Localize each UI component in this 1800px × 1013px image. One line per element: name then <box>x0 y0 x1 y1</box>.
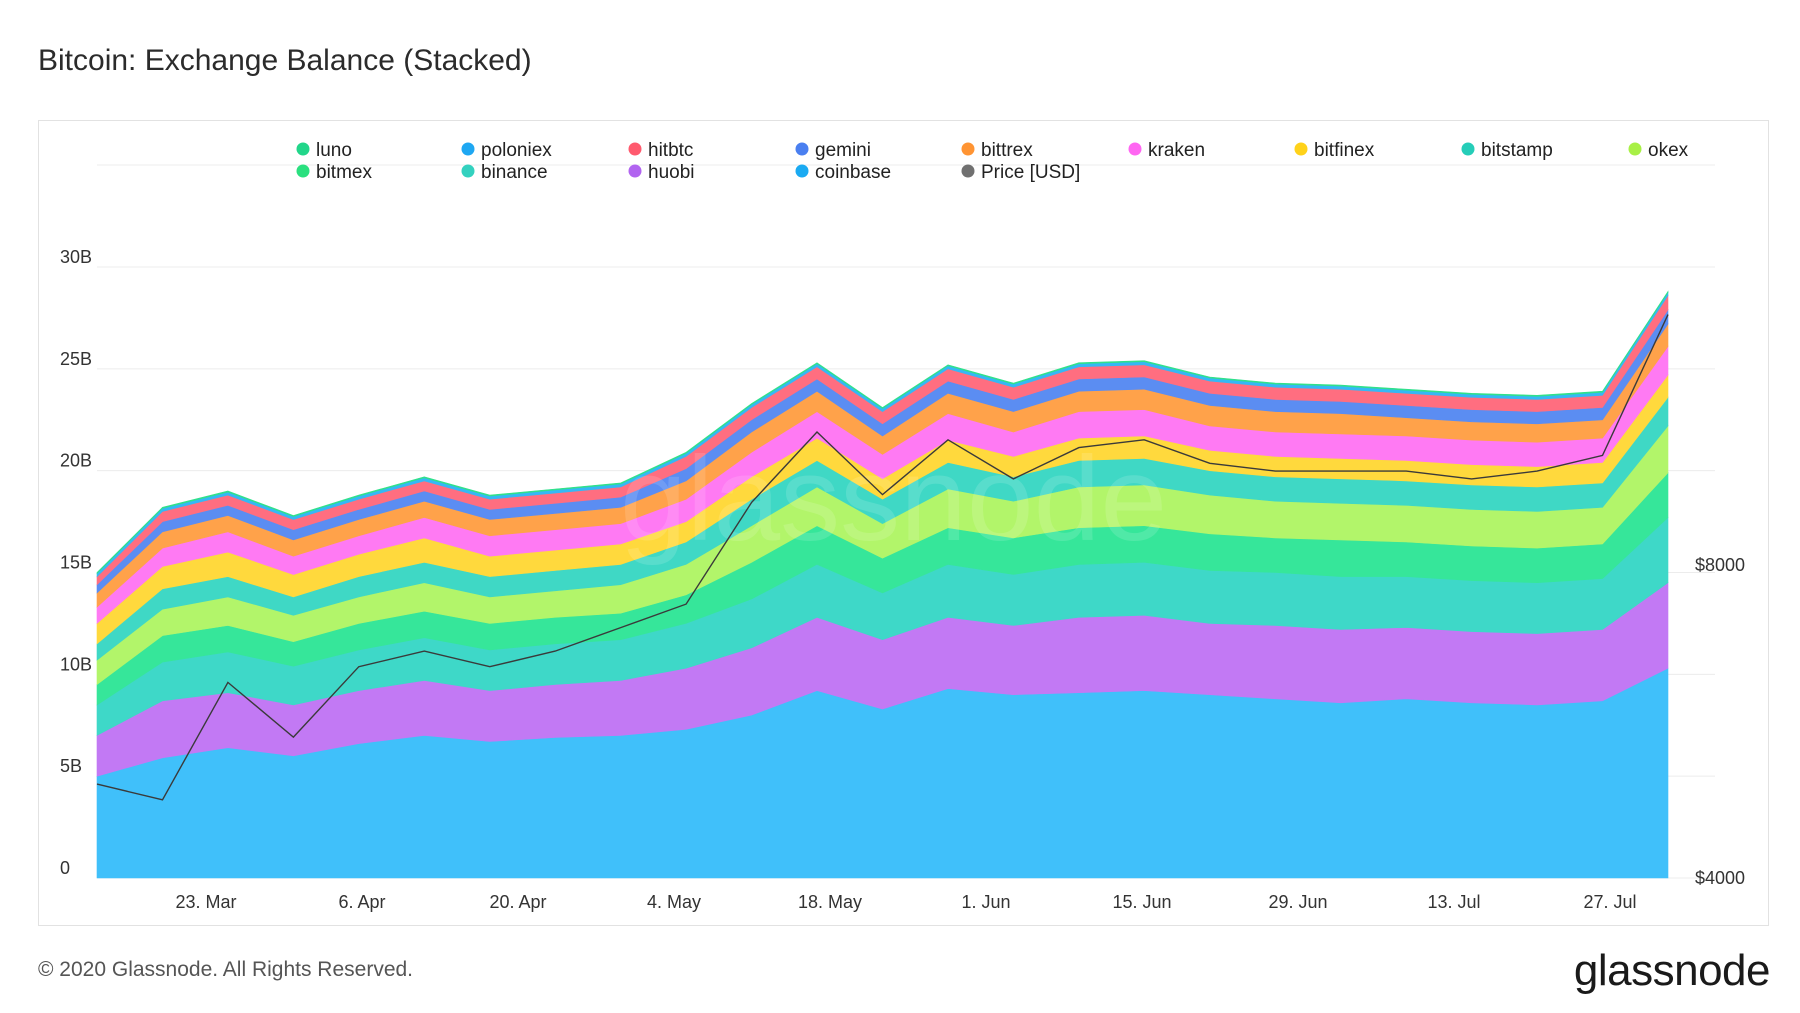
x-tick-label: 6. Apr <box>338 892 385 912</box>
legend-label: okex <box>1648 140 1689 161</box>
legend-item: Price [USD] <box>961 162 1080 183</box>
x-tick-label: 4. May <box>647 892 701 912</box>
glassnode-logo: glassnode <box>1573 946 1771 995</box>
x-tick-label: 13. Jul <box>1427 892 1480 912</box>
legend-dot <box>296 164 310 178</box>
chart-frame <box>38 120 1769 926</box>
legend-item: coinbase <box>795 162 891 183</box>
legend-dot <box>461 164 475 178</box>
legend-label: bitfinex <box>1314 140 1375 161</box>
legend-item: binance <box>461 162 548 183</box>
legend-item: bitstamp <box>1461 140 1553 161</box>
legend-label: gemini <box>815 140 871 161</box>
legend-dot <box>1461 142 1475 156</box>
y-axis-right: $4000 $8000 <box>1695 555 1745 888</box>
x-axis: 23. Mar 6. Apr 20. Apr 4. May 18. May 1. Jun 1… <box>175 892 1636 912</box>
legend-label: binance <box>481 162 548 183</box>
y-right-tick-label: $4000 <box>1695 868 1745 888</box>
legend-dot <box>628 164 642 178</box>
legend-label: luno <box>316 140 352 161</box>
x-tick-label: 27. Jul <box>1583 892 1636 912</box>
y-tick-label: 25B <box>60 349 92 369</box>
legend-item: poloniex <box>461 140 552 161</box>
copyright-footer: © 2020 Glassnode. All Rights Reserved. <box>38 958 414 981</box>
watermark: glassnode <box>620 432 1167 566</box>
x-tick-label: 20. Apr <box>489 892 546 912</box>
page-title: Bitcoin: Exchange Balance (Stacked) <box>38 44 532 77</box>
legend-label: Price [USD] <box>981 162 1080 183</box>
legend-item: okex <box>1628 140 1689 161</box>
legend-label: kraken <box>1148 140 1205 161</box>
x-tick-label: 1. Jun <box>961 892 1010 912</box>
x-tick-label: 15. Jun <box>1112 892 1171 912</box>
legend-item: huobi <box>628 162 695 183</box>
x-tick-label: 29. Jun <box>1268 892 1327 912</box>
legend-label: huobi <box>648 162 695 183</box>
legend-dot <box>461 142 475 156</box>
legend-item: kraken <box>1128 140 1205 161</box>
area-luno <box>96 290 1669 575</box>
y-tick-label: 15B <box>60 553 92 573</box>
y-axis-left: 0 5B 10B 15B 20B 25B 30B <box>60 247 92 878</box>
stacked-areas <box>96 290 1669 879</box>
legend-dot <box>795 164 809 178</box>
legend-item: gemini <box>795 140 871 161</box>
legend-dot <box>795 142 809 156</box>
legend-dot <box>1294 142 1308 156</box>
legend-dot <box>628 142 642 156</box>
legend-dot <box>296 142 310 156</box>
y-tick-label: 20B <box>60 451 92 471</box>
price-line <box>96 314 1669 801</box>
y-right-tick-label: $8000 <box>1695 555 1745 575</box>
y-tick-label: 10B <box>60 654 92 674</box>
price-line-group <box>96 314 1669 801</box>
legend-dot <box>1128 142 1142 156</box>
legend-label: bitstamp <box>1481 140 1553 161</box>
legend-dot <box>961 164 975 178</box>
x-tick-label: 18. May <box>798 892 862 912</box>
legend-item: luno <box>296 140 352 161</box>
legend-label: hitbtc <box>648 140 693 161</box>
y-tick-label: 30B <box>60 247 92 267</box>
x-tick-label: 23. Mar <box>175 892 236 912</box>
legend-item: bitfinex <box>1294 140 1375 161</box>
y-tick-label: 5B <box>60 756 82 776</box>
legend-label: bitmex <box>316 162 372 183</box>
legend-dot <box>1628 142 1642 156</box>
legend-item: bitmex <box>296 162 372 183</box>
legend-dot <box>961 142 975 156</box>
legend: luno poloniex hitbtc gemini bittrex kraken bit… <box>296 140 1689 183</box>
y-tick-label: 0 <box>60 858 70 878</box>
legend-item: bittrex <box>961 140 1033 161</box>
legend-label: coinbase <box>815 162 891 183</box>
legend-label: bittrex <box>981 140 1033 161</box>
legend-item: hitbtc <box>628 140 693 161</box>
legend-label: poloniex <box>481 140 552 161</box>
